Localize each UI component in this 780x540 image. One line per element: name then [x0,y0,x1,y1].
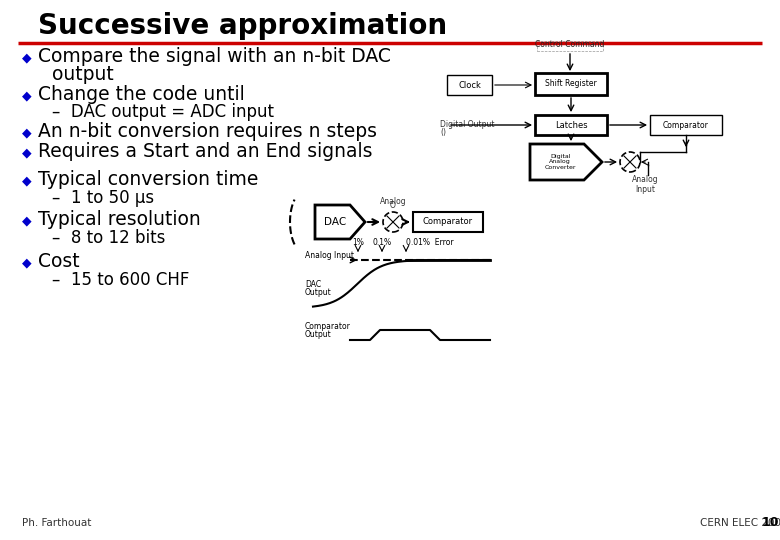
Text: Successive approximation: Successive approximation [38,12,447,40]
Text: ◆: ◆ [22,146,32,159]
FancyBboxPatch shape [535,115,607,135]
FancyBboxPatch shape [650,115,722,135]
Text: 0.1%: 0.1% [372,238,392,247]
FancyBboxPatch shape [537,41,603,51]
Text: DAC: DAC [324,217,346,227]
Text: Comparator: Comparator [663,120,709,130]
Text: 10: 10 [762,516,779,530]
Text: Latches: Latches [555,120,587,130]
FancyBboxPatch shape [535,73,607,95]
Text: Digital
Analog
Converter: Digital Analog Converter [544,154,576,170]
Text: Comparator: Comparator [423,218,473,226]
Text: ◆: ◆ [22,51,32,64]
Text: Comparator: Comparator [305,322,351,331]
Text: 1%: 1% [352,238,364,247]
Text: 0.01%  Error: 0.01% Error [406,238,454,247]
Text: Ph. Farthouat: Ph. Farthouat [22,518,91,528]
Text: Cost: Cost [38,252,80,271]
Text: Typical conversion time: Typical conversion time [38,170,258,189]
Text: DAC: DAC [305,280,321,289]
Text: CERN ELEC 2002 ADC: CERN ELEC 2002 ADC [700,518,780,528]
Text: Shift Register: Shift Register [545,79,597,89]
Text: Change the code until: Change the code until [38,85,245,104]
Text: An n-bit conversion requires n steps: An n-bit conversion requires n steps [38,122,377,141]
Polygon shape [315,205,365,239]
Text: O: O [390,201,396,210]
Text: –  15 to 600 CHF: – 15 to 600 CHF [52,271,190,289]
Text: (): () [440,128,446,137]
Text: Output: Output [305,288,332,297]
Text: Output: Output [305,330,332,339]
Text: ◆: ◆ [22,214,32,227]
Polygon shape [530,144,602,180]
Text: output: output [52,65,114,84]
Text: Control Command: Control Command [535,40,604,49]
Text: ◆: ◆ [22,256,32,269]
Text: ◆: ◆ [22,174,32,187]
Text: Analog
Input: Analog Input [632,175,658,194]
Text: Requires a Start and an End signals: Requires a Start and an End signals [38,142,373,161]
Text: ◆: ◆ [22,126,32,139]
Text: –  DAC output = ADC input: – DAC output = ADC input [52,103,274,121]
Text: ◆: ◆ [22,89,32,102]
Text: Analog: Analog [380,197,406,206]
Text: Digital Output: Digital Output [440,120,495,129]
Text: Compare the signal with an n-bit DAC: Compare the signal with an n-bit DAC [38,47,391,66]
FancyBboxPatch shape [447,75,492,95]
Text: Analog Input: Analog Input [305,252,354,260]
Text: Clock: Clock [458,80,481,90]
Text: –  1 to 50 μs: – 1 to 50 μs [52,189,154,207]
Text: –  8 to 12 bits: – 8 to 12 bits [52,229,165,247]
FancyBboxPatch shape [413,212,483,232]
Text: Typical resolution: Typical resolution [38,210,200,229]
